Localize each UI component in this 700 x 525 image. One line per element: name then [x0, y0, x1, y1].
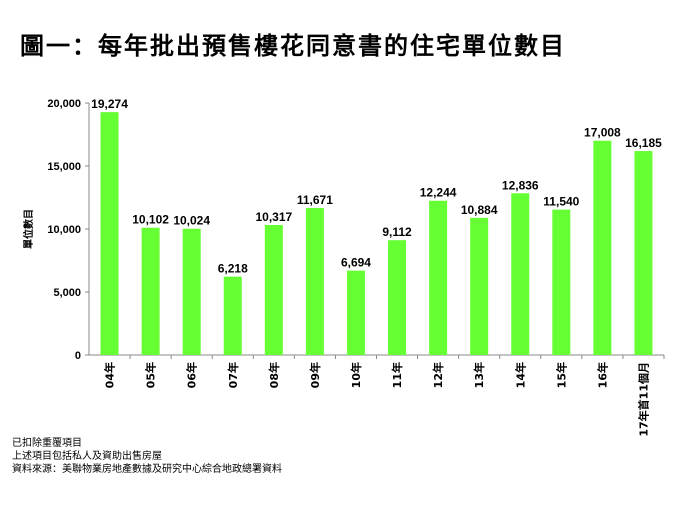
x-tick-label: 15年 — [554, 362, 568, 388]
x-tick-label: 07年 — [226, 362, 240, 388]
x-tick-label: 05年 — [144, 362, 158, 388]
x-tick-label: 09年 — [308, 362, 322, 388]
bar — [182, 228, 201, 355]
y-tick-label: 0 — [75, 350, 81, 362]
bar — [552, 209, 571, 355]
x-tick-label: 14年 — [513, 362, 527, 388]
note-line: 上述項目包括私人及資助出售房屋 — [12, 451, 162, 462]
note-line: 資料來源：美聯物業房地產數據及研究中心綜合地政總署資料 — [12, 464, 282, 475]
y-tick-label: 10,000 — [47, 224, 81, 236]
chart-notes: 已扣除重覆項目 上述項目包括私人及資助出售房屋 資料來源：美聯物業房地產數據及研… — [12, 437, 282, 476]
x-tick-label: 12年 — [431, 362, 445, 388]
bar — [388, 240, 407, 355]
data-label: 10,024 — [173, 214, 210, 228]
data-label: 6,218 — [218, 262, 248, 276]
bar — [346, 270, 365, 355]
y-tick-label: 15,000 — [47, 161, 81, 173]
x-tick-label: 11年 — [390, 362, 404, 388]
data-label: 10,884 — [461, 203, 498, 217]
bar — [264, 225, 283, 355]
x-tick-label: 17年首11個月 — [636, 362, 650, 437]
bar — [223, 276, 242, 355]
data-label: 11,671 — [297, 193, 333, 207]
data-label: 10,317 — [255, 210, 292, 224]
bar — [511, 193, 530, 355]
data-label: 12,244 — [420, 186, 457, 200]
bar — [593, 140, 612, 355]
data-label: 11,540 — [543, 195, 579, 209]
data-label: 10,102 — [132, 213, 169, 227]
bar — [305, 207, 324, 355]
bar — [100, 112, 119, 355]
data-label: 12,836 — [502, 178, 539, 192]
bar — [141, 227, 160, 355]
x-tick-label: 16年 — [595, 362, 609, 388]
x-tick-label: 08年 — [267, 362, 281, 388]
data-label: 9,112 — [382, 225, 412, 239]
bar — [429, 200, 448, 355]
data-label: 17,008 — [584, 126, 621, 140]
x-tick-label: 04年 — [103, 362, 117, 388]
y-tick-label: 20,000 — [47, 98, 81, 110]
x-tick-label: 13年 — [472, 362, 486, 388]
data-label: 6,694 — [341, 256, 371, 270]
bar — [470, 217, 489, 355]
x-tick-label: 06年 — [185, 362, 199, 388]
data-label: 16,185 — [625, 136, 662, 150]
data-label: 19,274 — [91, 97, 128, 111]
note-line: 已扣除重覆項目 — [12, 438, 82, 449]
y-tick-label: 5,000 — [53, 287, 81, 299]
bar — [634, 151, 653, 355]
x-tick-label: 10年 — [349, 362, 363, 388]
y-axis-label: 單位數目 — [22, 209, 35, 249]
chart-title: 圖一：每年批出預售樓花同意書的住宅單位數目 — [20, 31, 566, 60]
